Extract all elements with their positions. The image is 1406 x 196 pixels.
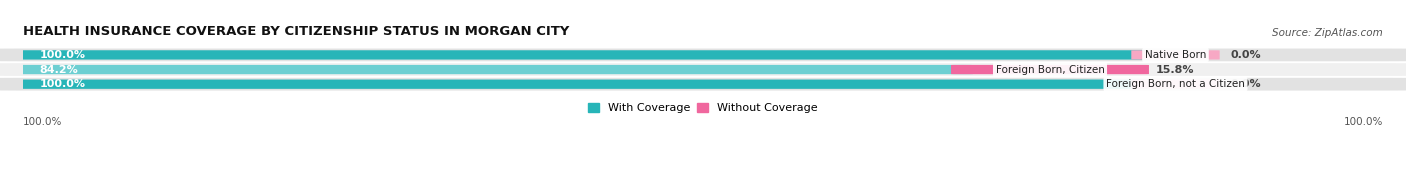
FancyBboxPatch shape	[13, 80, 1149, 89]
FancyBboxPatch shape	[950, 65, 1149, 74]
Text: 100.0%: 100.0%	[1344, 117, 1384, 127]
Text: 100.0%: 100.0%	[22, 117, 62, 127]
Text: 84.2%: 84.2%	[39, 64, 79, 74]
Text: 0.0%: 0.0%	[1230, 79, 1261, 89]
Text: 100.0%: 100.0%	[39, 50, 86, 60]
Text: HEALTH INSURANCE COVERAGE BY CITIZENSHIP STATUS IN MORGAN CITY: HEALTH INSURANCE COVERAGE BY CITIZENSHIP…	[22, 25, 569, 38]
Legend: With Coverage, Without Coverage: With Coverage, Without Coverage	[583, 98, 823, 118]
Text: Native Born: Native Born	[1144, 50, 1206, 60]
Text: 15.8%: 15.8%	[1156, 64, 1194, 74]
FancyBboxPatch shape	[13, 65, 973, 74]
Text: Source: ZipAtlas.com: Source: ZipAtlas.com	[1272, 28, 1384, 38]
Text: Foreign Born, not a Citizen: Foreign Born, not a Citizen	[1107, 79, 1244, 89]
FancyBboxPatch shape	[0, 63, 1406, 76]
FancyBboxPatch shape	[0, 78, 1406, 91]
FancyBboxPatch shape	[1132, 80, 1219, 89]
Text: 100.0%: 100.0%	[39, 79, 86, 89]
Text: 0.0%: 0.0%	[1230, 50, 1261, 60]
FancyBboxPatch shape	[13, 50, 1149, 60]
Text: Foreign Born, Citizen: Foreign Born, Citizen	[995, 64, 1105, 74]
FancyBboxPatch shape	[0, 49, 1406, 61]
FancyBboxPatch shape	[1132, 50, 1219, 60]
